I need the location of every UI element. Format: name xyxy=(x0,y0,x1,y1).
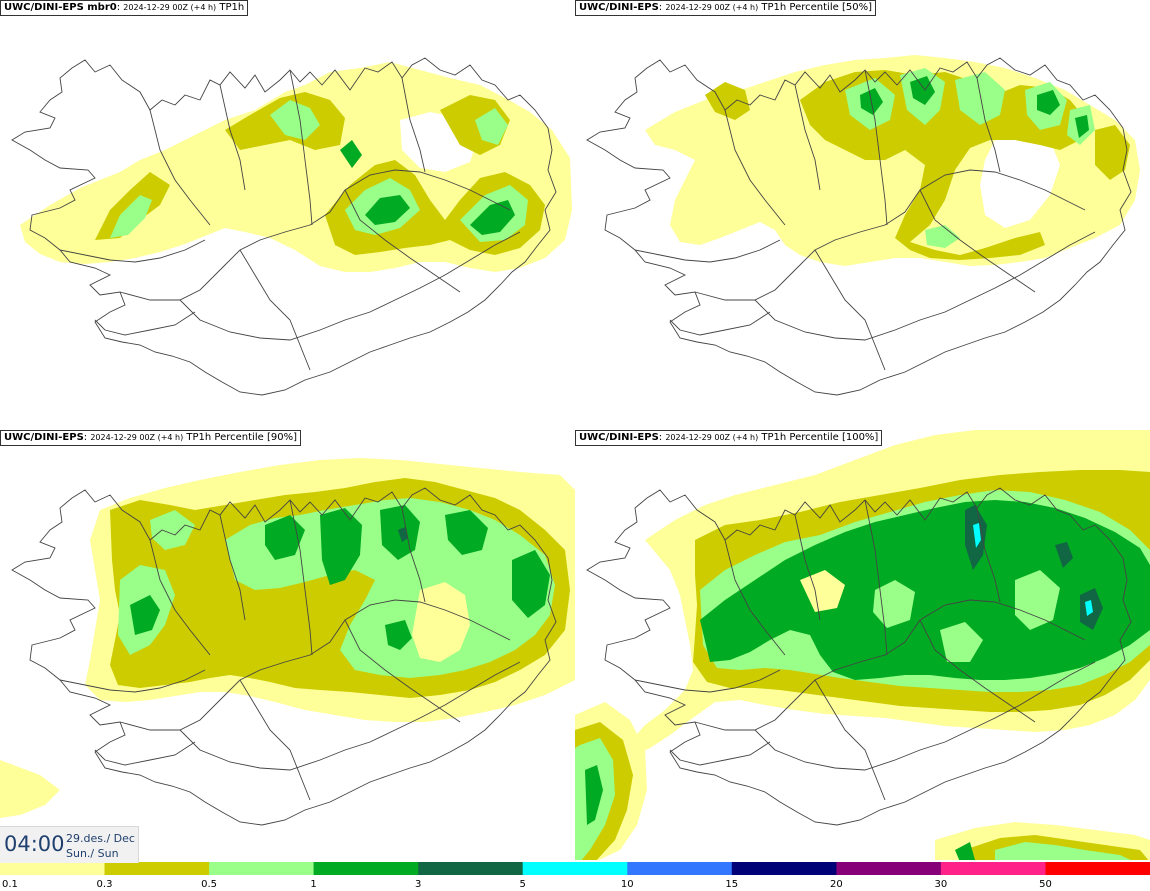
legend-label: 50 xyxy=(1039,879,1052,890)
legend-swatch xyxy=(104,862,210,875)
precip-map xyxy=(0,458,575,826)
legend-label: 1 xyxy=(310,879,316,890)
legend-swatch xyxy=(731,862,837,875)
legend-label: 0.5 xyxy=(201,879,217,890)
legend-swatch xyxy=(0,862,105,875)
legend-swatch xyxy=(418,862,524,875)
legend-label: 20 xyxy=(830,879,843,890)
map-panel-p50: UWC/DINI-EPS: 2024-12-29 00Z (+4 h) TP1h… xyxy=(575,0,1150,430)
legend-label: 10 xyxy=(621,879,634,890)
legend-swatch xyxy=(836,862,942,875)
legend-label: 30 xyxy=(935,879,948,890)
panel-title: UWC/DINI-EPS: 2024-12-29 00Z (+4 h) TP1h… xyxy=(575,0,876,16)
legend-label: 5 xyxy=(520,879,526,890)
precip-map xyxy=(586,55,1140,396)
legend-swatch xyxy=(209,862,315,875)
forecast-date: 29.des./ Dec xyxy=(66,832,135,845)
panel-title: UWC/DINI-EPS: 2024-12-29 00Z (+4 h) TP1h… xyxy=(575,430,883,446)
precip-map xyxy=(575,430,1150,860)
legend-swatch xyxy=(1045,862,1150,875)
map-panel-p100: UWC/DINI-EPS: 2024-12-29 00Z (+4 h) TP1h… xyxy=(575,430,1150,860)
color-legend: 0.1 0.3 0.5 1 3 5 10 15 20 30 50 xyxy=(0,862,1150,890)
legend-swatch xyxy=(313,862,419,875)
legend-swatch xyxy=(627,862,733,875)
legend-swatch xyxy=(940,862,1046,875)
map-panel-mbr0: UWC/DINI-EPS mbr0: 2024-12-29 00Z (+4 h)… xyxy=(0,0,575,430)
forecast-day: Sun./ Sun xyxy=(66,847,119,860)
legend-label: 3 xyxy=(415,879,421,890)
forecast-time: 04:00 xyxy=(4,832,65,856)
legend-label: 15 xyxy=(725,879,738,890)
panel-title: UWC/DINI-EPS: 2024-12-29 00Z (+4 h) TP1h… xyxy=(0,430,301,446)
legend-label: 0.1 xyxy=(2,879,18,890)
precip-map xyxy=(11,57,572,396)
time-display: 04:00 29.des./ Dec Sun./ Sun xyxy=(0,826,139,863)
legend-swatch xyxy=(522,862,628,875)
map-panel-p90: UWC/DINI-EPS: 2024-12-29 00Z (+4 h) TP1h… xyxy=(0,430,575,860)
legend-label: 0.3 xyxy=(97,879,113,890)
panel-title: UWC/DINI-EPS mbr0: 2024-12-29 00Z (+4 h)… xyxy=(0,0,249,16)
